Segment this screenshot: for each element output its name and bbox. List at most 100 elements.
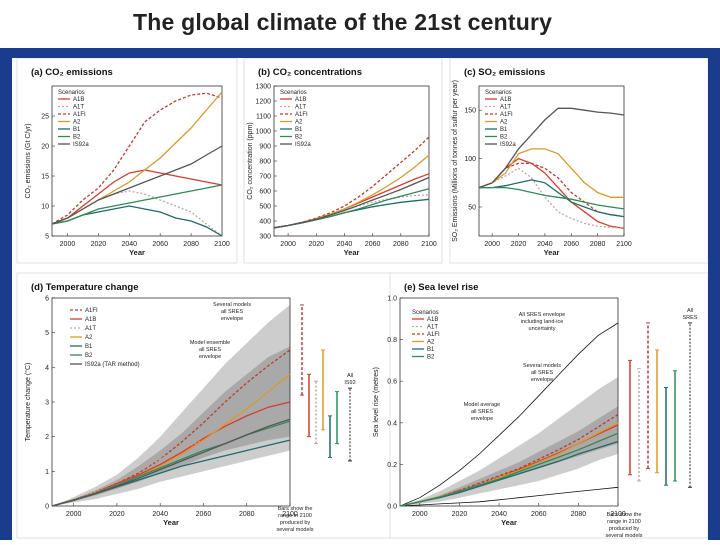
so2-emissions-legend-label: B2 — [500, 135, 508, 141]
temperature-change-legend-label: A1T — [85, 326, 96, 332]
co2-concentrations-xlabel: Year — [344, 248, 360, 257]
so2-emissions-legend-label: IS92a — [500, 142, 516, 148]
sea-level-rise-plot-area — [399, 297, 619, 507]
temperature-change-ytick-label: 5 — [45, 330, 49, 337]
co2-emissions-legend-label: IS92a — [73, 142, 89, 148]
so2-emissions-xtick-label: 2040 — [537, 241, 553, 248]
sea-level-rise-ytick-label: 0.0 — [387, 504, 397, 511]
temperature-change-all-bar-label: IS92 — [344, 380, 355, 386]
co2-concentrations-ytick-label: 1300 — [255, 84, 271, 91]
so2-emissions-legend-label: A2 — [500, 120, 508, 126]
co2-emissions-xlabel: Year — [129, 248, 145, 257]
co2-emissions-series-a1fi — [51, 92, 223, 225]
co2-emissions-xtick-label: 2040 — [121, 241, 137, 248]
sea-level-rise-legend-label: A2 — [427, 340, 435, 346]
temperature-change-annotation: envelope — [221, 316, 243, 322]
sea-level-rise-annotation: envelope — [531, 377, 553, 383]
slide-title: The global climate of the 21st century — [133, 9, 553, 35]
so2-emissions-title: (c) SO₂ emissions — [464, 67, 545, 78]
temperature-change-legend-label: A1B — [85, 317, 96, 323]
co2-concentrations-legend-label: A1T — [295, 105, 306, 111]
temperature-change-legend-label: A2 — [85, 335, 93, 341]
co2-concentrations-ytick-label: 400 — [259, 219, 271, 226]
co2-concentrations-series-is92a — [273, 176, 430, 229]
co2-concentrations-ytick-label: 300 — [259, 234, 271, 241]
temperature-change-xtick-label: 2080 — [239, 511, 255, 518]
temperature-change-annotation: Model ensemble — [190, 340, 230, 346]
so2-emissions-xtick-label: 2060 — [563, 241, 579, 248]
sea-level-rise-legend-label: A1FI — [427, 332, 440, 338]
co2-emissions-ytick-label: 5 — [45, 234, 49, 241]
sea-level-rise-annotation: Several models — [523, 363, 561, 369]
co2-emissions-series-b2 — [51, 184, 223, 225]
co2-emissions-legend-label: A1FI — [73, 112, 86, 118]
sea-level-rise-annotation: All SRES envelope — [519, 312, 565, 318]
temperature-change-legend-label: A1FI — [85, 308, 98, 314]
temperature-change-annotation: envelope — [199, 354, 221, 360]
sea-level-rise-annotation: Bars show the — [607, 512, 642, 518]
co2-emissions-ytick-label: 10 — [41, 204, 49, 211]
co2-concentrations-legend-label: A2 — [295, 120, 303, 126]
so2-emissions-xtick-label: 2100 — [616, 241, 632, 248]
co2-emissions-xtick-label: 2020 — [91, 241, 107, 248]
co2-concentrations-ytick-label: 600 — [259, 189, 271, 196]
sea-level-rise-xtick-label: 2000 — [412, 511, 428, 518]
co2-concentrations-legend-label: A1B — [295, 97, 306, 103]
co2-concentrations-legend-label: B1 — [295, 127, 303, 133]
so2-emissions-ylabel: SO₂ Emissions (Millions of tonnes of sul… — [452, 80, 459, 242]
co2-concentrations-ylabel: CO₂ concentration (ppm) — [247, 122, 254, 199]
sea-level-rise-chart: (e) Sea level rise 2000 2020 2040 2060 2080 21… — [373, 272, 709, 539]
co2-emissions-title: (a) CO₂ emissions — [31, 67, 113, 78]
temperature-change-ytick-label: 0 — [45, 504, 49, 511]
co2-concentrations-legend-label: A1FI — [295, 112, 308, 118]
so2-emissions-series-b2 — [479, 186, 625, 210]
sea-level-rise-ylabel: Sea level rise (metres) — [373, 367, 380, 437]
temperature-change-ytick-label: 6 — [45, 296, 49, 303]
temperature-change-annotation: range in 2100 — [278, 513, 312, 519]
so2-emissions-panel — [449, 57, 709, 264]
co2-concentrations-panel — [243, 57, 443, 264]
temperature-change-annotation: all SRES — [199, 347, 221, 353]
sea-level-rise-annotation: produced by — [609, 526, 640, 532]
sea-level-rise-legend-label: A1T — [427, 325, 438, 331]
sea-level-rise-xtick-label: 2020 — [452, 511, 468, 518]
so2-emissions-chart: (c) SO₂ emissions 2000 2020 2040 2060 2080 210… — [449, 57, 709, 264]
temperature-change-ytick-label: 3 — [45, 400, 49, 407]
temperature-change-title: (d) Temperature change — [31, 282, 139, 293]
co2-concentrations-xtick-label: 2000 — [280, 241, 296, 248]
co2-concentrations-chart: (b) CO₂ concentrations 2000 2020 2040 2060 20… — [243, 57, 443, 264]
co2-concentrations-xtick-label: 2080 — [393, 241, 409, 248]
so2-emissions-legend-label: B1 — [500, 127, 508, 133]
sea-level-rise-outer-lower-line — [399, 486, 619, 507]
co2-concentrations-xtick-label: 2020 — [308, 241, 324, 248]
co2-concentrations-legend-title: Scenarios — [280, 90, 307, 96]
co2-concentrations-ytick-label: 900 — [259, 144, 271, 151]
sea-level-rise-ytick-label: 1.0 — [387, 296, 397, 303]
co2-emissions-series-a1t — [51, 190, 223, 237]
co2-emissions-legend-label: B2 — [73, 135, 81, 141]
sea-level-rise-legend-label: B1 — [427, 347, 435, 353]
co2-emissions-ytick-label: 25 — [41, 114, 49, 121]
so2-emissions-series-a1t — [478, 167, 625, 229]
so2-emissions-legend-title: Scenarios — [485, 90, 512, 96]
co2-emissions-legend-label: B1 — [73, 127, 81, 133]
so2-emissions-xtick-label: 2000 — [484, 241, 500, 248]
temperature-change-xtick-label: 2100 — [282, 511, 298, 518]
so2-emissions-series-is92a — [478, 107, 625, 189]
sea-level-rise-ytick-label: 0.8 — [387, 337, 397, 344]
sea-level-rise-ytick-label: 0.2 — [387, 462, 397, 469]
co2-concentrations-ytick-label: 1000 — [255, 129, 271, 136]
so2-emissions-xtick-label: 2080 — [590, 241, 606, 248]
co2-emissions-xtick-label: 2100 — [214, 241, 230, 248]
co2-emissions-legend-label: A1B — [73, 97, 84, 103]
co2-concentrations-legend-label: B2 — [295, 135, 303, 141]
temperature-change-ylabel: Temperature change (°C) — [24, 363, 32, 442]
so2-emissions-ytick-label: 150 — [464, 108, 476, 115]
so2-emissions-legend-label: A1T — [500, 105, 511, 111]
sea-level-rise-annotation: all SRES — [531, 370, 553, 376]
temperature-change-legend-label: B2 — [85, 353, 93, 359]
co2-emissions-xtick-label: 2000 — [60, 241, 76, 248]
sea-level-rise-ytick-label: 0.6 — [387, 379, 397, 386]
sea-level-rise-all-bar-label: All — [687, 308, 693, 314]
